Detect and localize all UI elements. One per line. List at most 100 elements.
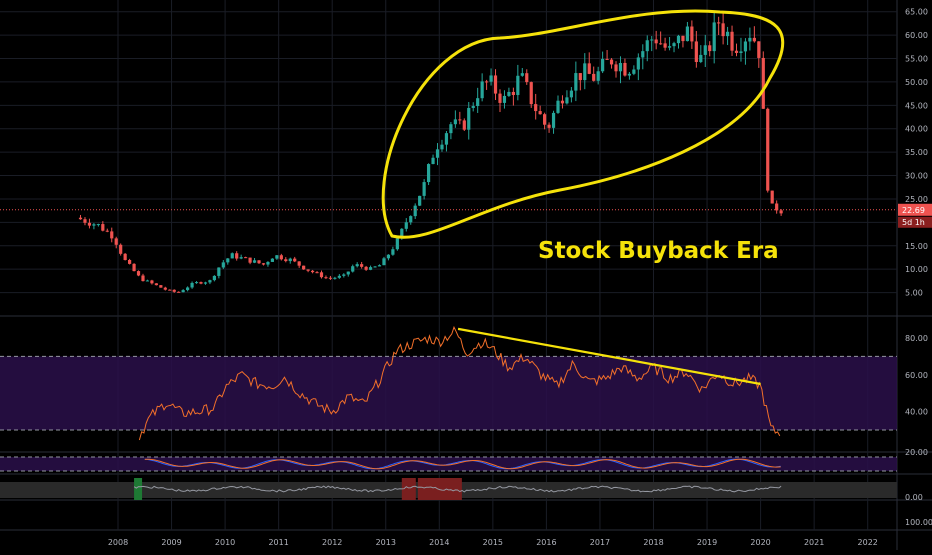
- candle: [507, 91, 511, 96]
- rsi-line: [138, 325, 781, 441]
- time-tick-label: 2015: [483, 538, 503, 547]
- candle: [632, 69, 636, 74]
- candle: [717, 22, 721, 24]
- rsi-tick-label: 40.00: [905, 408, 928, 417]
- candle: [239, 257, 243, 259]
- candle: [386, 254, 391, 259]
- buyback-era-ellipse: [381, 9, 785, 239]
- candle: [476, 98, 480, 107]
- time-axis[interactable]: 2008 2009 2010 2011 2012 2013 2014 2015 2016 2017…: [108, 538, 878, 547]
- candle: [302, 265, 306, 270]
- time-tick-label: 2020: [750, 538, 770, 547]
- candle: [681, 35, 685, 42]
- rsi-tick-label: 80.00: [905, 334, 928, 343]
- candle: [574, 73, 578, 91]
- candle: [337, 275, 341, 278]
- candle: [364, 266, 368, 270]
- candle: [136, 271, 141, 276]
- price-tick-label: 40.00: [905, 125, 928, 134]
- candle: [257, 260, 261, 264]
- candle: [685, 26, 690, 42]
- candle: [618, 62, 623, 72]
- candlestick-series: [0, 11, 897, 293]
- candle: [409, 216, 413, 223]
- candle: [650, 39, 654, 41]
- candle: [190, 282, 194, 288]
- candle: [529, 82, 533, 105]
- histogram-line: [133, 485, 782, 493]
- candle: [342, 274, 346, 276]
- candle: [217, 267, 221, 276]
- candle: [177, 291, 181, 293]
- candle: [596, 71, 600, 81]
- candle: [92, 224, 96, 226]
- rsi-band: [0, 356, 897, 430]
- candle: [132, 263, 136, 272]
- drawing-annotations[interactable]: [381, 9, 785, 386]
- time-tick-label: 2014: [429, 538, 449, 547]
- rsi-trendline: [457, 327, 761, 386]
- candle: [212, 275, 216, 281]
- candle: [159, 285, 163, 288]
- candle: [284, 259, 288, 262]
- candle: [551, 112, 556, 128]
- last-price-tag: [898, 203, 932, 216]
- candle: [368, 267, 373, 270]
- candle: [667, 46, 672, 48]
- indicator-lines: [133, 325, 782, 493]
- candle: [422, 182, 426, 196]
- price-tick-label: 5.00: [905, 289, 923, 298]
- grid-lines: [0, 0, 897, 530]
- price-tick-label: 30.00: [905, 172, 928, 181]
- candle: [199, 282, 203, 284]
- candle: [654, 39, 658, 44]
- price-axis[interactable]: 65.00 60.00 55.00 50.00 45.00 40.00 35.00 30.00…: [898, 8, 932, 527]
- candle: [377, 265, 382, 267]
- time-tick-label: 2012: [322, 538, 342, 547]
- candle: [306, 269, 310, 271]
- time-tick-label: 2016: [536, 538, 556, 547]
- annotation-text[interactable]: Stock Buyback Era: [538, 238, 779, 264]
- candle: [556, 100, 560, 113]
- candle: [489, 75, 493, 82]
- candle: [708, 45, 712, 52]
- stoch-tick-label: 20.00: [905, 448, 928, 457]
- candle: [440, 144, 444, 150]
- candle: [462, 120, 466, 130]
- candle: [458, 119, 462, 121]
- time-tick-label: 2021: [804, 538, 824, 547]
- candle: [310, 270, 315, 273]
- candle: [150, 280, 154, 284]
- candle: [319, 272, 324, 278]
- time-tick-label: 2013: [376, 538, 396, 547]
- candle: [757, 41, 761, 58]
- candle: [543, 114, 547, 125]
- candle: [293, 258, 297, 262]
- candle: [194, 282, 199, 284]
- candle: [663, 43, 667, 48]
- price-tick-label: 10.00: [905, 265, 928, 274]
- candle: [761, 57, 765, 109]
- candle: [101, 224, 105, 231]
- candle: [244, 257, 248, 259]
- price-tick-label: 55.00: [905, 55, 928, 64]
- candle: [333, 277, 337, 279]
- time-tick-label: 2008: [108, 538, 128, 547]
- histogram-bar: [134, 478, 143, 500]
- candle: [467, 107, 471, 130]
- candle: [186, 287, 190, 291]
- candle: [279, 255, 283, 260]
- candle: [770, 190, 774, 204]
- candle: [592, 73, 596, 81]
- candle: [208, 280, 212, 283]
- candle: [181, 290, 185, 293]
- candle: [627, 73, 632, 76]
- candle: [538, 111, 542, 115]
- candle: [426, 164, 431, 183]
- candle: [752, 37, 756, 42]
- candle: [226, 258, 230, 263]
- candle: [748, 37, 752, 42]
- candle: [623, 62, 627, 76]
